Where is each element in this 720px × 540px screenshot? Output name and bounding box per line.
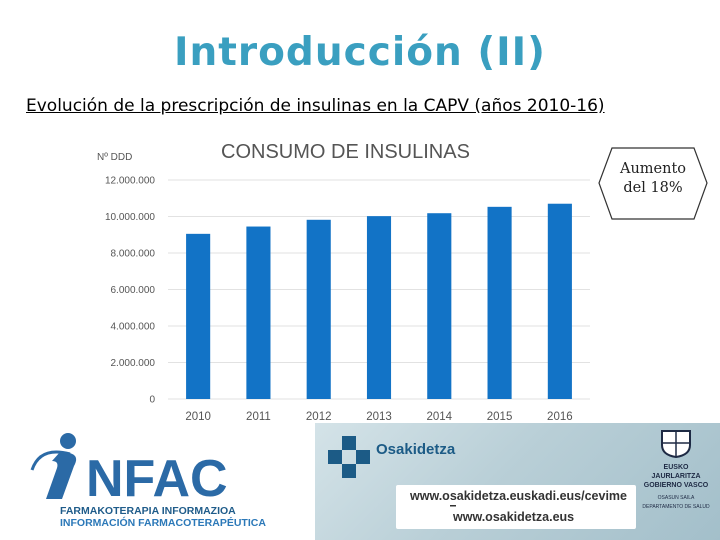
bar bbox=[246, 226, 271, 399]
gov-line-1: EUSKO JAURLARITZA bbox=[651, 464, 701, 480]
infac-mark: NFAC FARMAKOTERAPIA INFORMAZIOA INFORMAC… bbox=[30, 433, 266, 529]
infac-tagline-1: FARMAKOTERAPIA INFORMAZIOA bbox=[60, 505, 236, 517]
x-tick-label: 2016 bbox=[547, 411, 573, 423]
callout-line-1: Aumento bbox=[619, 161, 687, 177]
bar bbox=[186, 233, 211, 399]
increase-callout: Aumento del 18% bbox=[598, 147, 708, 220]
y-tick-label: 12.000.000 bbox=[105, 176, 155, 187]
x-tick-label: 2012 bbox=[306, 411, 332, 423]
chart-panel: CONSUMO DE INSULINAS Nº DDD 0 2.000.000 4.00… bbox=[80, 130, 605, 435]
y-tick-label: 6.000.000 bbox=[111, 285, 156, 296]
bar bbox=[487, 206, 512, 399]
x-tick-label: 2011 bbox=[246, 411, 271, 423]
infac-tagline-2: INFORMACIÓN FARMACOTERAPÉUTICA bbox=[60, 516, 266, 527]
slide-title: Introducción (II) bbox=[173, 30, 547, 75]
gov-line-4: DEPARTAMENTO DE SALUD bbox=[642, 504, 710, 510]
link-osakidetza[interactable]: www.osakidetza.eus bbox=[453, 510, 575, 524]
callout-octagon-shape bbox=[598, 147, 708, 220]
y-axis-label: Nº DDD bbox=[97, 152, 132, 163]
infac-logo: NFAC FARMAKOTERAPIA INFORMAZIOA INFORMAC… bbox=[30, 432, 270, 529]
gov-line-3: OSASUN SAILA bbox=[657, 495, 695, 501]
x-tick-label: 2013 bbox=[366, 411, 392, 423]
osakidetza-name: Osakidetza bbox=[376, 441, 456, 458]
y-tick-label: 10.000.000 bbox=[105, 212, 155, 223]
callout-line-2: del 18% bbox=[623, 180, 683, 196]
infac-name: NFAC bbox=[86, 450, 228, 508]
osakidetza-icon bbox=[328, 436, 370, 478]
bar bbox=[306, 219, 331, 399]
link-cevime[interactable]: www.osakidetza.euskadi.eus/cevime bbox=[410, 489, 627, 503]
url-separator bbox=[450, 505, 456, 507]
url-box bbox=[396, 485, 636, 529]
x-tick-label: 2014 bbox=[426, 411, 452, 423]
x-tick-label: 2010 bbox=[185, 411, 211, 423]
gobierno-vasco-logo: EUSKO JAURLARITZA GOBIERNO VASCO OSASUN … bbox=[640, 428, 712, 510]
y-tick-label: 8.000.000 bbox=[111, 249, 156, 260]
y-tick-label: 4.000.000 bbox=[111, 322, 156, 333]
coat-of-arms-icon bbox=[661, 430, 691, 459]
bar bbox=[427, 213, 452, 399]
chart-title: CONSUMO DE INSULINAS bbox=[221, 141, 470, 163]
bar bbox=[366, 216, 392, 399]
y-tick-label: 0 bbox=[149, 395, 155, 406]
x-tick-label: 2015 bbox=[487, 411, 513, 423]
slide-subtitle: Evolución de la prescripción de insulina… bbox=[26, 96, 605, 116]
bar-chart: CONSUMO DE INSULINAS Nº DDD 0 2.000.000 4.00… bbox=[97, 141, 590, 423]
y-tick-label: 2.000.000 bbox=[111, 358, 156, 369]
gov-line-2: GOBIERNO VASCO bbox=[643, 482, 709, 489]
bar bbox=[547, 203, 572, 399]
